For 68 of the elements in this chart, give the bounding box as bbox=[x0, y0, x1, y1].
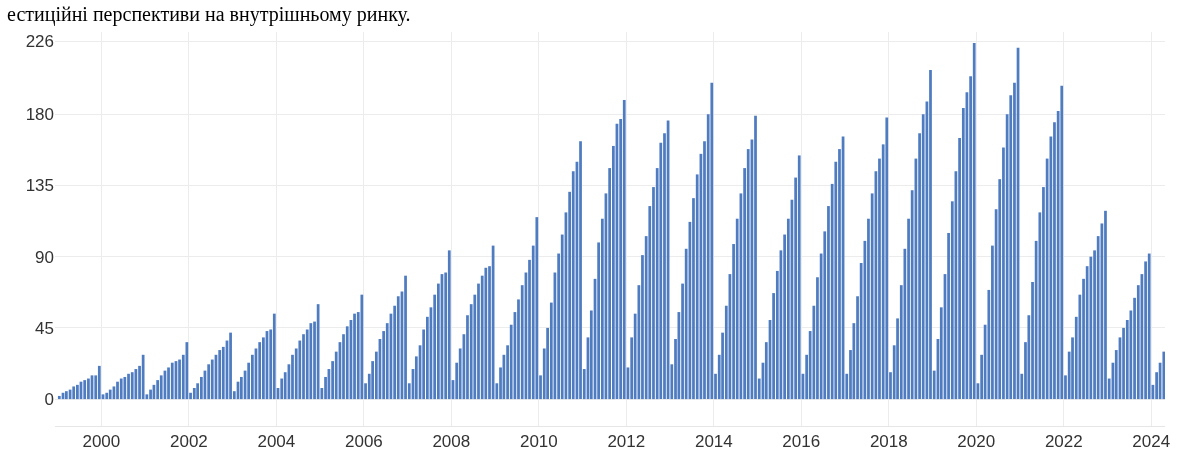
x-tick-label: 2008 bbox=[432, 432, 471, 452]
bar bbox=[360, 294, 364, 400]
bar bbox=[353, 313, 356, 400]
bar bbox=[404, 275, 407, 400]
bar bbox=[83, 380, 87, 400]
bar bbox=[87, 378, 90, 400]
x-tick-label: 2010 bbox=[519, 432, 558, 452]
x-tick-label: 2012 bbox=[607, 432, 646, 452]
x-tick-label: 2020 bbox=[957, 432, 996, 452]
bar bbox=[447, 250, 451, 400]
bar bbox=[167, 367, 170, 400]
x-tick-label: 2018 bbox=[869, 432, 908, 452]
bar bbox=[1104, 210, 1107, 400]
bar bbox=[272, 313, 276, 400]
bar bbox=[210, 359, 214, 400]
x-tick-label: 2022 bbox=[1044, 432, 1083, 452]
bar bbox=[123, 376, 127, 400]
bar bbox=[579, 141, 582, 400]
bar bbox=[127, 373, 130, 400]
bar bbox=[116, 381, 119, 400]
bar bbox=[185, 342, 189, 400]
bar bbox=[316, 304, 320, 400]
bar bbox=[754, 115, 757, 400]
bar bbox=[97, 365, 101, 400]
bar bbox=[207, 364, 211, 400]
bar bbox=[119, 378, 123, 400]
bar bbox=[170, 362, 174, 400]
x-tick-label: 2004 bbox=[257, 432, 296, 452]
bar bbox=[178, 359, 181, 400]
bar bbox=[134, 369, 138, 400]
bar bbox=[57, 395, 61, 400]
y-tick-label: 90 bbox=[35, 247, 54, 267]
bar bbox=[130, 372, 134, 400]
bar bbox=[159, 375, 163, 400]
bar bbox=[141, 354, 145, 400]
bar bbox=[76, 384, 79, 400]
bar bbox=[72, 386, 76, 400]
y-tick-label: 135 bbox=[25, 176, 54, 196]
y-tick-label: 0 bbox=[44, 390, 54, 410]
bar bbox=[972, 43, 976, 400]
bar bbox=[149, 389, 152, 400]
bar bbox=[309, 323, 313, 400]
bar bbox=[218, 350, 222, 400]
x-tick-label: 2014 bbox=[694, 432, 733, 452]
bar bbox=[1060, 85, 1064, 400]
bar bbox=[1162, 351, 1165, 400]
bar bbox=[229, 332, 232, 400]
bar bbox=[710, 82, 714, 400]
x-tick-label: 2006 bbox=[344, 432, 383, 452]
bar bbox=[929, 69, 932, 400]
bar bbox=[396, 296, 400, 400]
bar bbox=[535, 217, 539, 400]
bar bbox=[105, 392, 109, 400]
x-tick-label: 2024 bbox=[1132, 432, 1171, 452]
bar bbox=[484, 267, 488, 400]
bar bbox=[65, 391, 68, 400]
bar bbox=[622, 100, 626, 400]
x-tick-label: 2002 bbox=[169, 432, 208, 452]
bar bbox=[885, 117, 889, 400]
bar bbox=[797, 155, 801, 400]
y-tick-label: 180 bbox=[25, 105, 54, 125]
text: естиційні перспективи на внутрішньому ринку. bbox=[7, 3, 411, 26]
y-tick-label: 45 bbox=[35, 318, 54, 338]
bar bbox=[1147, 253, 1151, 400]
x-tick-label: 2016 bbox=[782, 432, 821, 452]
y-tick-label: 226 bbox=[25, 32, 54, 52]
bar bbox=[108, 389, 112, 400]
x-tick-label: 2000 bbox=[82, 432, 121, 452]
